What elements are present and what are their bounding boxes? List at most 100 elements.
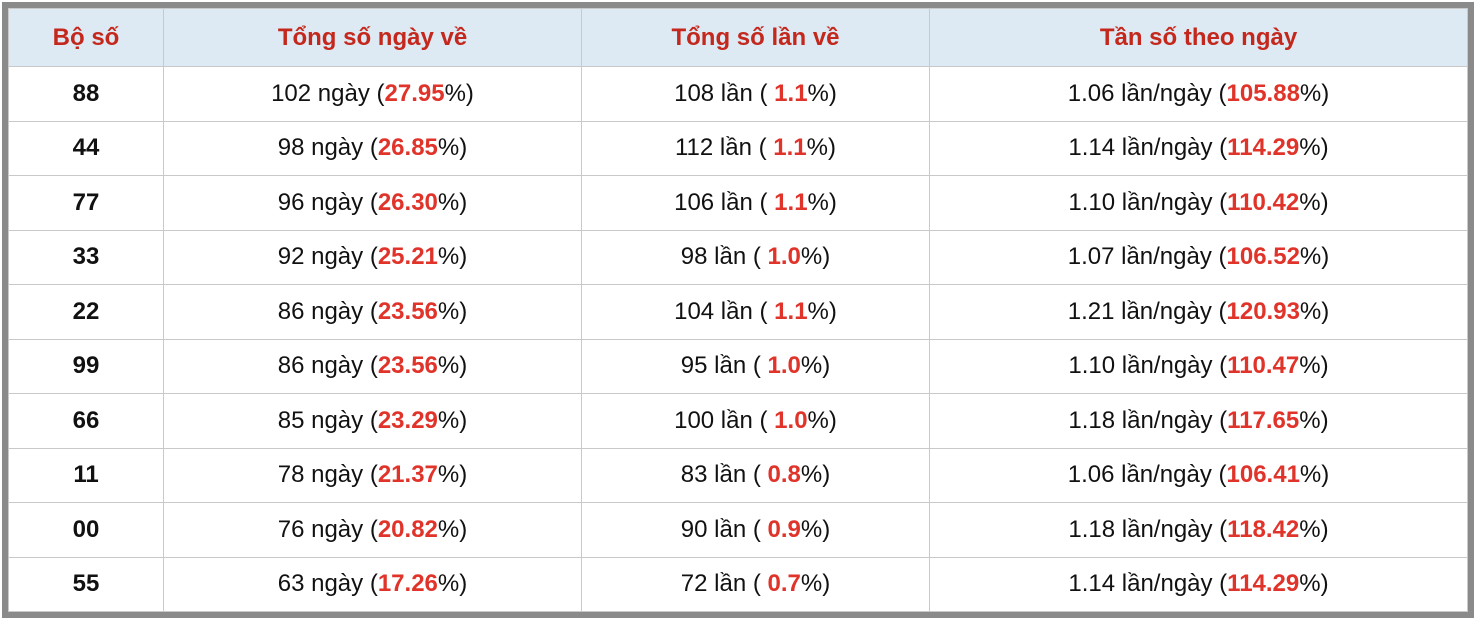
freq-cell: 1.21 lần/ngày (120.93%) <box>929 284 1468 340</box>
number-cell: 22 <box>8 284 164 340</box>
table-row: 55 63 ngày (17.26%) 72 lần ( 0.7%) 1.14 lần… <box>8 556 1468 612</box>
freq-cell: 1.14 lần/ngày (114.29%) <box>929 120 1468 176</box>
table-row: 44 98 ngày (26.85%) 112 lần ( 1.1%) 1.14 lầ… <box>8 120 1468 176</box>
days-cell: 98 ngày (26.85%) <box>163 120 582 176</box>
cell-text: 98 ngày ( <box>277 134 378 162</box>
percent-value: 20.82 <box>377 515 438 543</box>
freq-cell: 1.10 lần/ngày (110.42%) <box>929 175 1468 231</box>
cell-text: 1.06 lần/ngày ( <box>1067 79 1227 107</box>
cell-suffix: %) <box>800 352 831 380</box>
cell-suffix: %) <box>1299 297 1330 325</box>
days-cell: 86 ngày (23.56%) <box>163 338 582 394</box>
percent-value: 26.30 <box>377 188 438 216</box>
percent-value: 1.1 <box>774 79 808 107</box>
percent-value: 23.56 <box>377 297 438 325</box>
number-cell: 66 <box>8 393 164 449</box>
days-cell: 92 ngày (25.21%) <box>163 229 582 285</box>
percent-value: 0.9 <box>767 515 801 543</box>
cell-text: 100 lần ( <box>674 406 775 434</box>
cell-suffix: %) <box>1299 188 1329 216</box>
cell-text: 95 lần ( <box>680 352 768 380</box>
cell-suffix: %) <box>807 79 837 107</box>
cell-text: 98 lần ( <box>680 243 768 271</box>
times-cell: 100 lần ( 1.0%) <box>581 393 930 449</box>
percent-value: 1.0 <box>774 406 808 434</box>
percent-value: 106.41 <box>1226 461 1300 489</box>
cell-suffix: %) <box>437 243 468 271</box>
cell-suffix: %) <box>1299 352 1329 380</box>
percent-value: 120.93 <box>1226 297 1300 325</box>
number-cell: 33 <box>8 229 164 285</box>
times-cell: 106 lần ( 1.1%) <box>581 175 930 231</box>
cell-text: 86 ngày ( <box>277 352 378 380</box>
cell-suffix: %) <box>444 79 474 107</box>
cell-text: 102 ngày ( <box>271 79 385 107</box>
times-cell: 72 lần ( 0.7%) <box>581 556 930 612</box>
cell-suffix: %) <box>437 297 468 325</box>
table-row: 99 86 ngày (23.56%) 95 lần ( 1.0%) 1.10 lần… <box>8 338 1468 394</box>
cell-text: 112 lần ( <box>674 134 774 162</box>
cell-text: 1.10 lần/ngày ( <box>1068 188 1228 216</box>
cell-text: 83 lần ( <box>680 461 768 489</box>
cell-text: 92 ngày ( <box>277 243 378 271</box>
number-cell: 44 <box>8 120 164 176</box>
column-header: Tổng số ngày về <box>163 8 582 67</box>
table-body: 88 102 ngày (27.95%) 108 lần ( 1.1%) 1.06 l… <box>8 66 1468 612</box>
column-header: Tổng số lần về <box>581 8 930 67</box>
cell-text: 86 ngày ( <box>277 297 378 325</box>
times-cell: 83 lần ( 0.8%) <box>581 447 930 503</box>
cell-text: 76 ngày ( <box>277 515 378 543</box>
days-cell: 76 ngày (20.82%) <box>163 502 582 558</box>
times-cell: 98 lần ( 1.0%) <box>581 229 930 285</box>
cell-suffix: %) <box>800 570 831 598</box>
percent-value: 110.47 <box>1227 352 1300 380</box>
number-cell: 99 <box>8 338 164 394</box>
table-row: 11 78 ngày (21.37%) 83 lần ( 0.8%) 1.06 lần… <box>8 447 1468 503</box>
days-cell: 63 ngày (17.26%) <box>163 556 582 612</box>
percent-value: 17.26 <box>377 570 438 598</box>
times-cell: 108 lần ( 1.1%) <box>581 66 930 122</box>
cell-text: 1.14 lần/ngày ( <box>1068 570 1228 598</box>
percent-value: 106.52 <box>1226 243 1300 271</box>
cell-text: 1.07 lần/ngày ( <box>1067 243 1227 271</box>
cell-text: 108 lần ( <box>674 79 775 107</box>
days-cell: 78 ngày (21.37%) <box>163 447 582 503</box>
table-row: 88 102 ngày (27.95%) 108 lần ( 1.1%) 1.06 l… <box>8 66 1468 122</box>
cell-suffix: %) <box>437 461 468 489</box>
cell-text: 1.21 lần/ngày ( <box>1067 297 1227 325</box>
stats-table: Bộ số Tổng số ngày về Tổng số lần về Tần số… <box>8 8 1468 612</box>
cell-suffix: %) <box>1299 515 1329 543</box>
percent-value: 1.1 <box>774 297 808 325</box>
cell-suffix: %) <box>800 461 831 489</box>
cell-text: 63 ngày ( <box>277 570 378 598</box>
cell-text: 1.18 lần/ngày ( <box>1068 515 1228 543</box>
table-row: 77 96 ngày (26.30%) 106 lần ( 1.1%) 1.10 lầ… <box>8 175 1468 231</box>
table-row: 00 76 ngày (20.82%) 90 lần ( 0.9%) 1.18 lần… <box>8 502 1468 558</box>
days-cell: 102 ngày (27.95%) <box>163 66 582 122</box>
cell-text: 106 lần ( <box>674 188 775 216</box>
days-cell: 86 ngày (23.56%) <box>163 284 582 340</box>
percent-value: 110.42 <box>1227 188 1300 216</box>
days-cell: 96 ngày (26.30%) <box>163 175 582 231</box>
number-cell: 55 <box>8 556 164 612</box>
percent-value: 1.0 <box>767 243 801 271</box>
cell-suffix: %) <box>806 134 836 162</box>
cell-text: 1.06 lần/ngày ( <box>1067 461 1227 489</box>
cell-suffix: %) <box>437 134 468 162</box>
percent-value: 23.56 <box>377 352 438 380</box>
times-cell: 112 lần ( 1.1%) <box>581 120 930 176</box>
cell-text: 1.14 lần/ngày ( <box>1068 134 1228 162</box>
percent-value: 117.65 <box>1227 406 1300 434</box>
cell-text: 96 ngày ( <box>277 188 378 216</box>
cell-suffix: %) <box>1299 79 1330 107</box>
cell-suffix: %) <box>437 406 468 434</box>
percent-value: 25.21 <box>377 243 438 271</box>
cell-text: 78 ngày ( <box>277 461 378 489</box>
percent-value: 26.85 <box>377 134 438 162</box>
table-head: Bộ số Tổng số ngày về Tổng số lần về Tần số… <box>8 8 1468 67</box>
number-cell: 11 <box>8 447 164 503</box>
cell-suffix: %) <box>437 515 468 543</box>
percent-value: 0.8 <box>767 461 801 489</box>
cell-text: 72 lần ( <box>680 570 768 598</box>
percent-value: 27.95 <box>384 79 445 107</box>
